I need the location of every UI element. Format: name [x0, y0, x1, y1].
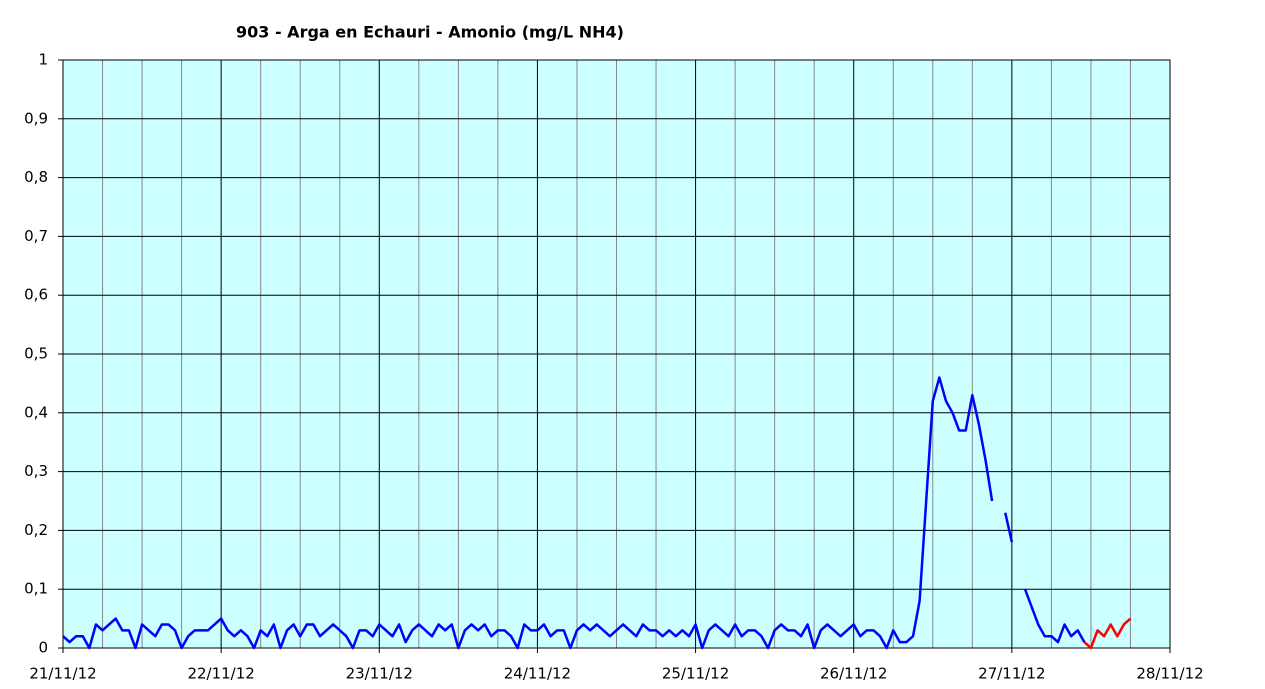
y-tick-label: 0	[38, 639, 48, 657]
x-tick-label: 25/11/12	[662, 665, 729, 683]
y-tick-label: 0,5	[24, 345, 48, 363]
x-tick-label: 21/11/12	[29, 665, 96, 683]
data-line	[1083, 617, 1132, 650]
y-tick-label: 0,1	[24, 580, 48, 598]
chart-title: 903 - Arga en Echauri - Amonio (mg/L NH4…	[236, 23, 624, 42]
y-tick-label: 0,9	[24, 109, 48, 127]
data-line	[1023, 588, 1086, 644]
y-tick-label: 0,4	[24, 403, 48, 421]
y-tick-label: 0,7	[24, 227, 48, 245]
y-tick-label: 0,8	[24, 168, 48, 186]
x-tick-label: 22/11/12	[187, 665, 254, 683]
x-tick-label: 23/11/12	[346, 665, 413, 683]
x-tick-label: 28/11/12	[1136, 665, 1203, 683]
y-tick-label: 0,3	[24, 462, 48, 480]
y-tick-label: 0,2	[24, 521, 48, 539]
x-tick-label: 26/11/12	[820, 665, 887, 683]
x-tick-label: 24/11/12	[504, 665, 571, 683]
data-line	[62, 376, 994, 650]
data-line	[1004, 512, 1014, 543]
x-tick-label: 27/11/12	[978, 665, 1045, 683]
y-tick-label: 0,6	[24, 286, 48, 304]
y-tick-label: 1	[38, 51, 48, 69]
